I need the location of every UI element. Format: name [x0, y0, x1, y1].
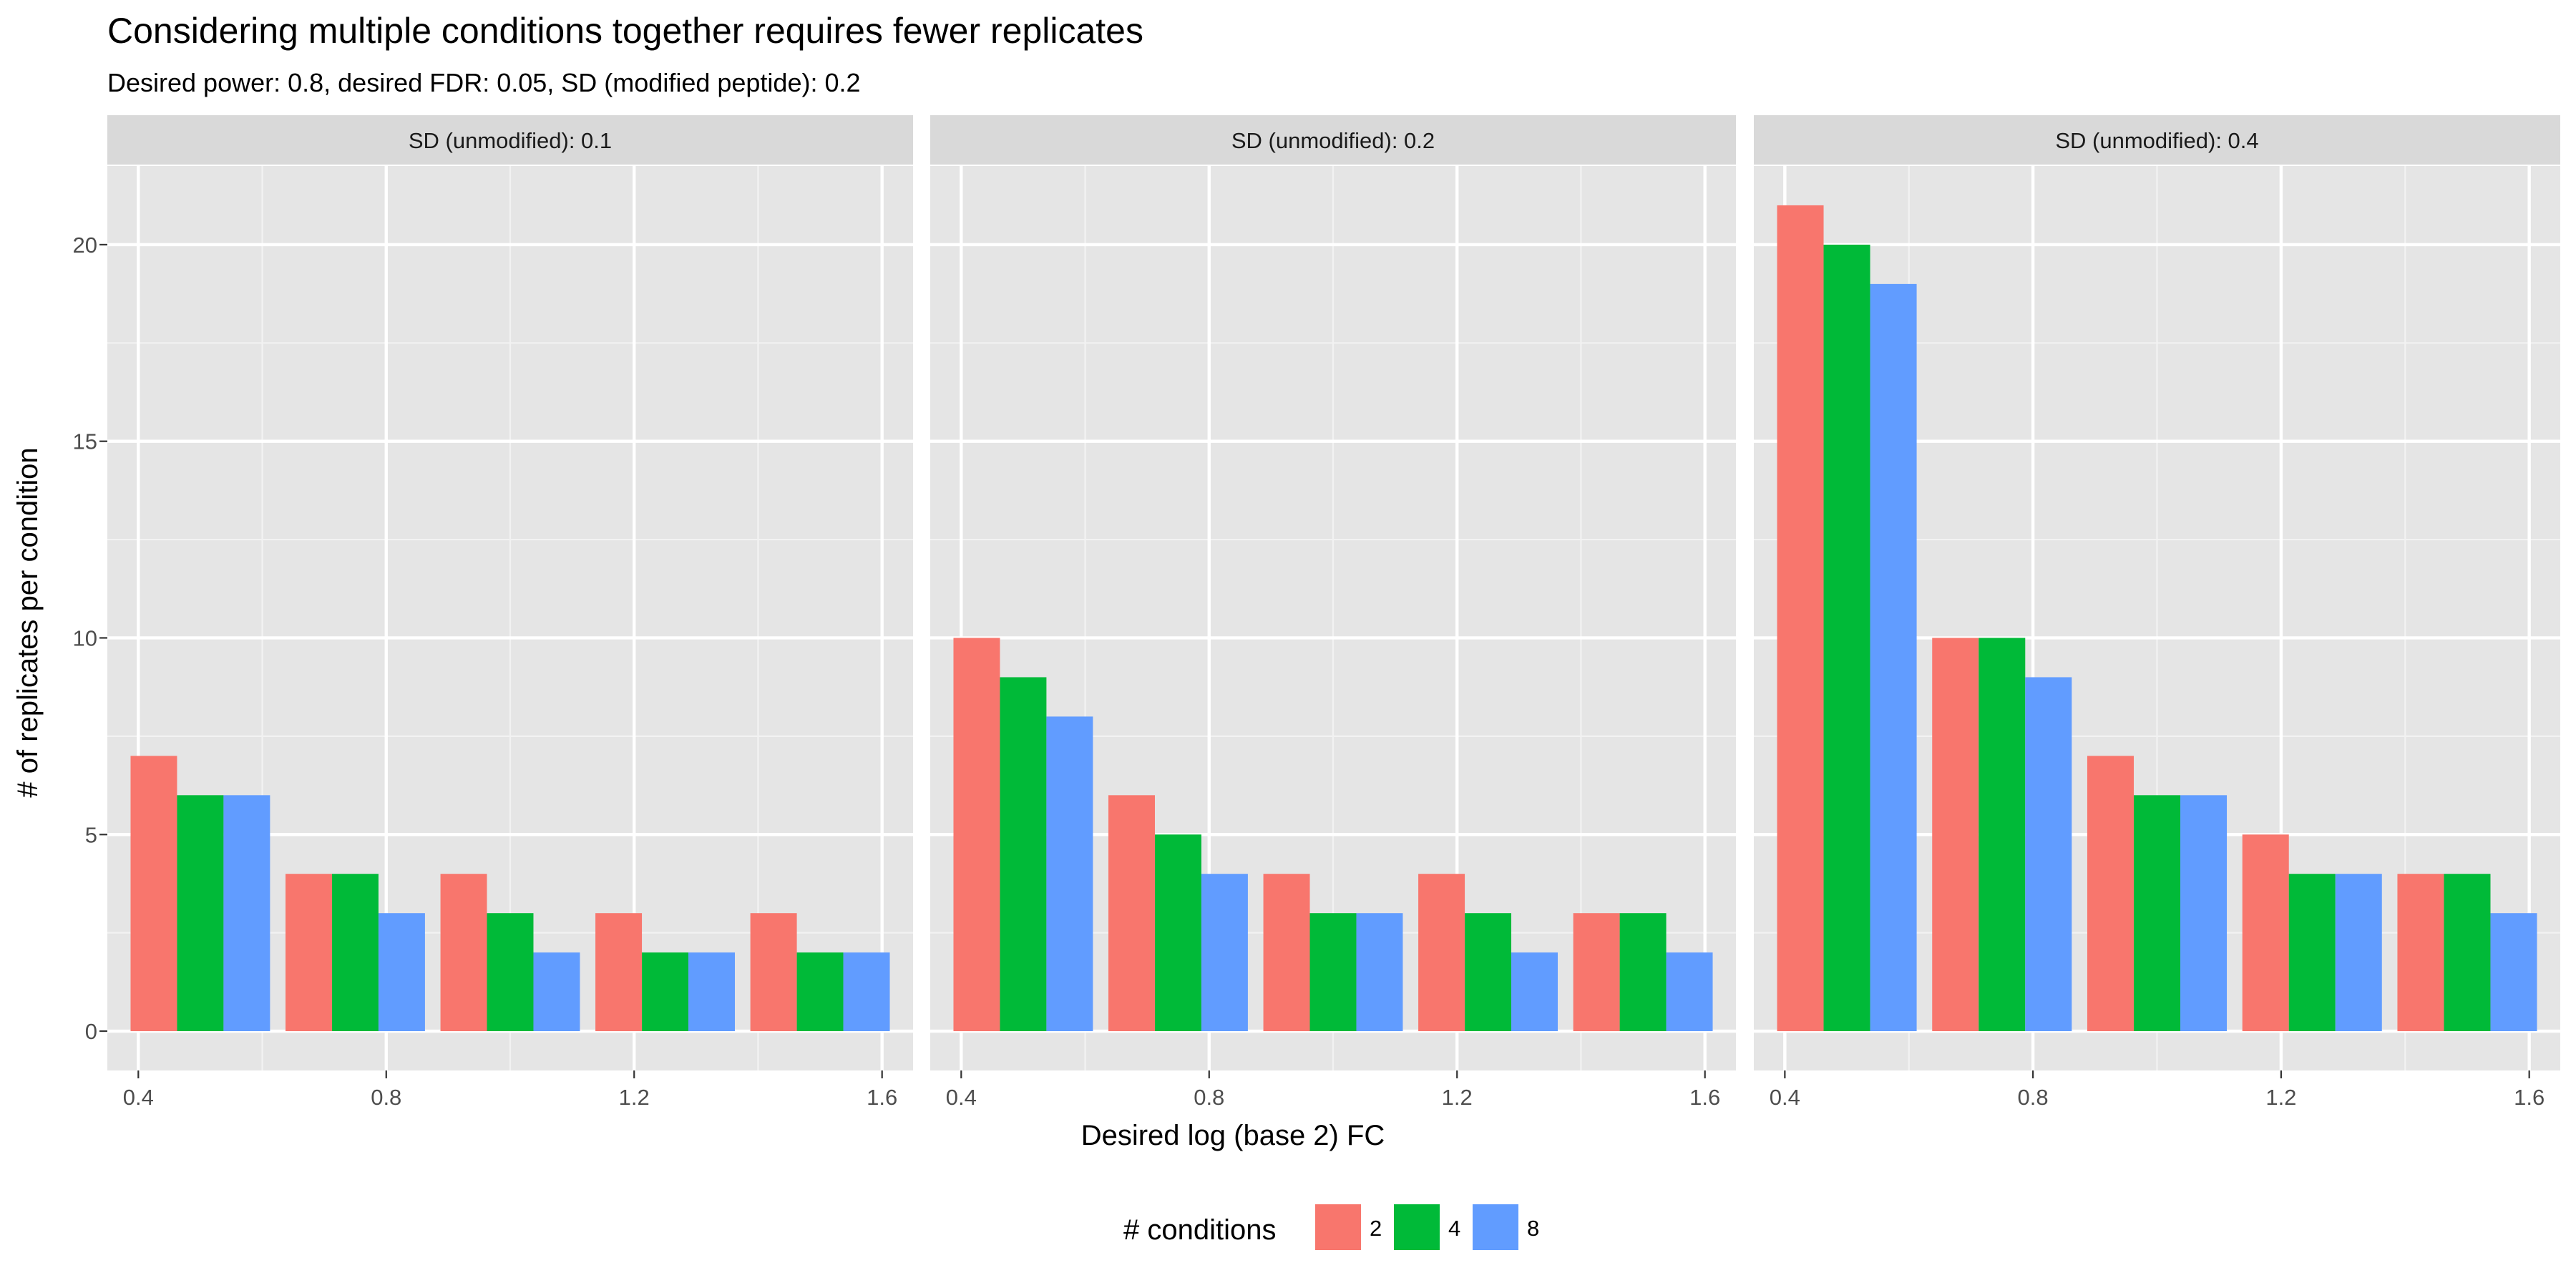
- x-tick-label: 1.6: [2514, 1085, 2545, 1110]
- facet-strip-label: SD (unmodified): 0.1: [409, 128, 612, 153]
- x-tick-label: 1.6: [867, 1085, 897, 1110]
- bar: [1356, 913, 1403, 1032]
- x-tick-label: 0.8: [371, 1085, 401, 1110]
- x-tick-label: 0.8: [2018, 1085, 2049, 1110]
- bar: [378, 913, 425, 1032]
- bar: [1573, 913, 1620, 1032]
- facet-strip: [1754, 115, 2560, 165]
- legend-title: # conditions: [1123, 1214, 1276, 1246]
- facet-strip: [107, 115, 913, 165]
- bar: [1511, 952, 1558, 1032]
- bar: [1000, 677, 1047, 1032]
- x-tick-label: 0.4: [1770, 1085, 1800, 1110]
- bar: [688, 952, 735, 1032]
- bar: [2087, 756, 2134, 1032]
- bar: [2490, 913, 2537, 1032]
- bar: [595, 913, 643, 1032]
- bar: [1823, 244, 1870, 1032]
- bar: [2242, 834, 2289, 1032]
- bar: [533, 952, 580, 1032]
- facet-panels: SD (unmodified): 0.10.4 0.8 1.2 1.6SD (unmo…: [107, 115, 2560, 1110]
- bar: [2133, 795, 2181, 1032]
- y-tick-label: 15: [73, 429, 97, 454]
- bar: [2180, 795, 2228, 1032]
- bar: [1870, 283, 1917, 1032]
- facet-strip: [930, 115, 1736, 165]
- y-tick-label: 0: [85, 1019, 97, 1044]
- bar: [440, 874, 487, 1032]
- legend-key: [1473, 1204, 1518, 1250]
- y-axis: 0 5 10 15 20: [73, 233, 107, 1044]
- facet-strip-label: SD (unmodified): 0.4: [2055, 128, 2258, 153]
- bar: [2025, 677, 2072, 1032]
- bar: [1108, 795, 1155, 1032]
- facet-panel: SD (unmodified): 0.1 0.4 0.8 1.2 1.6: [107, 115, 913, 1110]
- bar: [2335, 874, 2382, 1032]
- bar: [487, 913, 534, 1032]
- bar: [1979, 638, 2026, 1032]
- bar: [1418, 874, 1465, 1032]
- bar: [1309, 913, 1357, 1032]
- bar: [1777, 205, 1824, 1032]
- bar: [331, 874, 379, 1032]
- x-tick-label: 1.2: [619, 1085, 650, 1110]
- bar: [750, 913, 797, 1032]
- bar: [1154, 834, 1201, 1032]
- bar: [953, 638, 1000, 1032]
- bar: [1201, 874, 1248, 1032]
- facet-strip-label: SD (unmodified): 0.2: [1231, 128, 1435, 153]
- bar: [177, 795, 224, 1032]
- legend: # conditions 2 4 8: [1123, 1204, 1539, 1250]
- x-axis-title: Desired log (base 2) FC: [1081, 1120, 1385, 1151]
- x-tick-label: 0.8: [1194, 1085, 1224, 1110]
- x-tick-label: 1.2: [1442, 1085, 1473, 1110]
- legend-key: [1315, 1204, 1361, 1250]
- bar: [130, 756, 177, 1032]
- bar: [2397, 874, 2444, 1032]
- x-tick-label: 1.6: [1689, 1085, 1720, 1110]
- bar: [286, 874, 332, 1032]
- bar: [1932, 638, 1979, 1032]
- x-tick-label: 0.4: [946, 1085, 977, 1110]
- legend-key: [1394, 1204, 1440, 1250]
- legend-label: 4: [1448, 1216, 1460, 1241]
- chart-subtitle: Desired power: 0.8, desired FDR: 0.05, S…: [107, 68, 861, 97]
- bar: [1263, 874, 1310, 1032]
- y-tick-label: 20: [73, 233, 97, 258]
- bar: [843, 952, 890, 1032]
- y-tick-label: 5: [85, 822, 97, 847]
- legend-keys: 2 4 8: [1315, 1204, 1539, 1250]
- bar: [2444, 874, 2491, 1032]
- y-tick-label: 10: [73, 625, 97, 650]
- x-tick-label: 1.2: [2265, 1085, 2296, 1110]
- facet-panel: SD (unmodified): 0.2 0.4 0.8 1.2 1.6: [930, 115, 1736, 1110]
- bar: [1046, 716, 1093, 1032]
- x-tick-label: 0.4: [123, 1085, 154, 1110]
- y-axis-title: # of replicates per condition: [12, 447, 44, 797]
- bar: [1666, 952, 1713, 1032]
- facet-panel: SD (unmodified): 0.4 0.4 0.8 1.2 1.6: [1754, 115, 2560, 1110]
- legend-label: 8: [1527, 1216, 1539, 1241]
- legend-label: 2: [1370, 1216, 1382, 1241]
- bar: [642, 952, 689, 1032]
- bar: [1619, 913, 1667, 1032]
- bar: [223, 795, 270, 1032]
- chart-title: Considering multiple conditions together…: [107, 11, 1143, 51]
- bar: [2288, 874, 2336, 1032]
- bar: [1465, 913, 1512, 1032]
- bar: [796, 952, 844, 1032]
